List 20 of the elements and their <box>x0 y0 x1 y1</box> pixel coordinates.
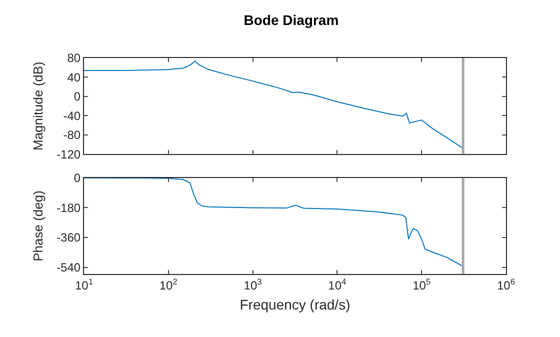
chart-title: Bode Diagram <box>244 12 339 28</box>
y-tick-label: 0 <box>74 171 81 186</box>
y-tick-label: -80 <box>63 128 81 142</box>
x-tick-label: 10$^{4}$ <box>328 276 347 292</box>
x-tick-label: 10$^{1}$ <box>74 276 94 292</box>
y-tick-label: 40 <box>67 70 81 84</box>
y-tick-label: -360 <box>56 230 81 245</box>
y-axis-title: Magnitude (dB) <box>30 62 46 151</box>
x-tick-label: 10$^{3}$ <box>244 276 262 292</box>
x-tick-label: 10$^{6}$ <box>496 276 516 292</box>
y-tick-label: -120 <box>56 147 81 162</box>
y-tick-label: -540 <box>56 260 81 275</box>
y-tick-label: -40 <box>63 108 81 123</box>
x-axis-title: Frequency (rad/s) <box>240 296 350 313</box>
x-tick-label: 10$^{2}$ <box>159 276 178 292</box>
y-tick-label: 80 <box>67 51 81 66</box>
y-tick-label: -180 <box>56 200 81 215</box>
x-tick-label: 10$^{5}$ <box>412 276 431 292</box>
y-tick-label: 0 <box>74 90 81 104</box>
y-axis-title: Phase (deg) <box>30 190 46 262</box>
